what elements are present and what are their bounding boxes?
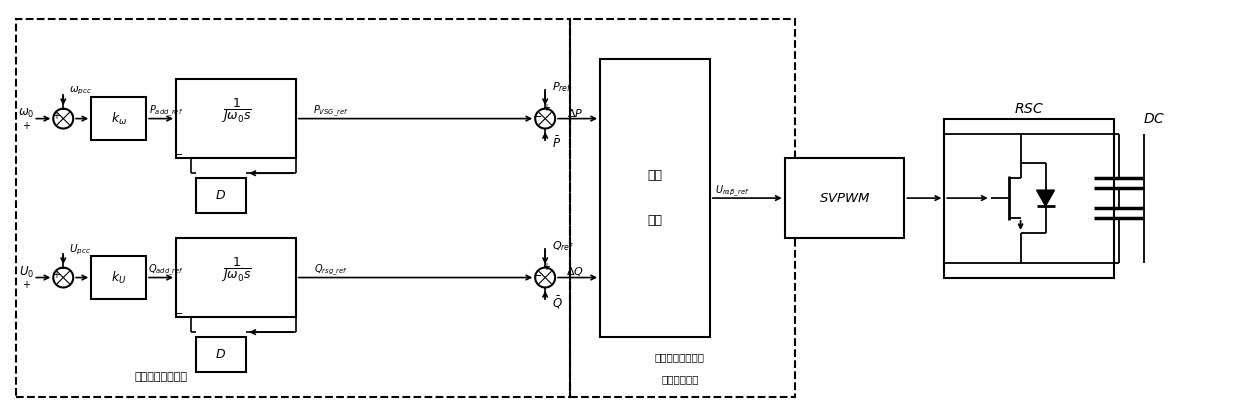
Text: $RSC$: $RSC$ [1014,102,1044,116]
Text: $+$: $+$ [52,110,61,121]
Bar [600,59,709,337]
Text: $\Delta Q$: $\Delta Q$ [567,265,584,278]
Bar [196,178,246,213]
Text: $-$: $-$ [532,110,542,120]
Text: $-$: $-$ [532,269,542,279]
Bar [92,97,146,140]
Text: $D$: $D$ [216,348,227,361]
Text: $+$: $+$ [542,261,551,272]
Text: $\dfrac{1}{J\omega_0 s}$: $\dfrac{1}{J\omega_0 s}$ [221,96,252,125]
Text: $P_{VSG\_ref}$: $P_{VSG\_ref}$ [312,104,348,119]
Text: $-$: $-$ [58,262,68,272]
Text: $P_{add\_ref}$: $P_{add\_ref}$ [149,104,184,119]
Text: $+$: $+$ [542,102,551,113]
Text: $DC$: $DC$ [1142,112,1164,125]
Text: $U_{r\alpha\beta\_ref}$: $U_{r\alpha\beta\_ref}$ [714,184,749,199]
Text: 矢量: 矢量 [647,169,662,182]
Circle shape [536,109,556,129]
Text: 虚拟同步控制回路: 虚拟同步控制回路 [134,372,187,382]
Text: $Q_{ref}$: $Q_{ref}$ [552,239,574,252]
Bar [176,238,295,317]
Text: $-$: $-$ [58,103,68,113]
Bar [196,337,246,372]
Text: 功率、电流双闭环: 功率、电流双闭环 [655,352,704,362]
Bar [785,158,904,238]
Bar [945,119,1114,278]
Circle shape [536,268,556,288]
Text: $-$: $-$ [172,307,184,317]
Text: $\omega_{pcc}$: $\omega_{pcc}$ [69,84,93,97]
Bar [176,79,295,158]
Text: $U_{pcc}$: $U_{pcc}$ [69,242,92,257]
Text: $P_{ref}$: $P_{ref}$ [552,80,573,94]
Text: $\dfrac{1}{J\omega_0 s}$: $\dfrac{1}{J\omega_0 s}$ [221,255,252,284]
Polygon shape [1037,190,1054,206]
Circle shape [53,268,73,288]
Text: $\Delta P$: $\Delta P$ [567,107,583,119]
Text: $SVPWM$: $SVPWM$ [818,191,870,204]
Text: $-$: $-$ [172,148,184,158]
Text: $U_0$: $U_0$ [19,265,33,280]
Text: 矢量控制回路: 矢量控制回路 [661,374,698,384]
Circle shape [53,109,73,129]
Text: $+$: $+$ [52,268,61,280]
Text: $+$: $+$ [22,279,31,290]
Bar [16,19,570,397]
Text: 控制: 控制 [647,214,662,227]
Text: $k_U$: $k_U$ [110,270,126,285]
Bar [92,256,146,299]
Text: $\bar{Q}$: $\bar{Q}$ [552,294,563,311]
Text: $Q_{add\_ref}$: $Q_{add\_ref}$ [148,263,184,278]
Bar [570,19,795,397]
Text: $\omega_0$: $\omega_0$ [19,107,35,120]
Text: $\bar{P}$: $\bar{P}$ [552,136,562,151]
Text: $D$: $D$ [216,189,227,202]
Text: $Q_{rsg\_ref}$: $Q_{rsg\_ref}$ [314,263,347,278]
Text: $k_{\omega}$: $k_{\omega}$ [110,110,126,127]
Text: $+$: $+$ [22,120,31,131]
